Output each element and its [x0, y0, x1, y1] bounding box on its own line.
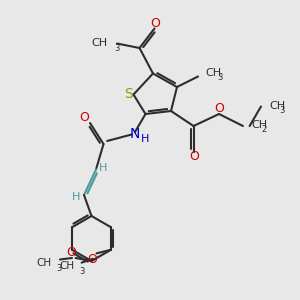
Text: O: O — [87, 253, 97, 266]
Text: CH: CH — [37, 258, 52, 268]
Text: 3: 3 — [279, 106, 285, 115]
Text: O: O — [80, 111, 89, 124]
Text: CH: CH — [60, 261, 75, 271]
Text: 3: 3 — [114, 44, 120, 53]
Text: O: O — [215, 102, 224, 115]
Text: CH: CH — [251, 119, 268, 130]
Text: H: H — [141, 134, 150, 144]
Text: N: N — [130, 127, 140, 141]
Text: 3: 3 — [79, 267, 84, 276]
Text: O: O — [151, 16, 160, 30]
Text: CH: CH — [92, 38, 108, 48]
Text: O: O — [67, 246, 76, 260]
Text: S: S — [124, 87, 133, 101]
Text: 3: 3 — [217, 74, 222, 82]
Text: 2: 2 — [261, 124, 267, 134]
Text: CH: CH — [206, 68, 222, 78]
Text: CH: CH — [269, 101, 286, 111]
Text: 3: 3 — [56, 264, 62, 273]
Text: H: H — [99, 163, 108, 173]
Text: O: O — [189, 150, 199, 164]
Text: H: H — [72, 191, 81, 202]
